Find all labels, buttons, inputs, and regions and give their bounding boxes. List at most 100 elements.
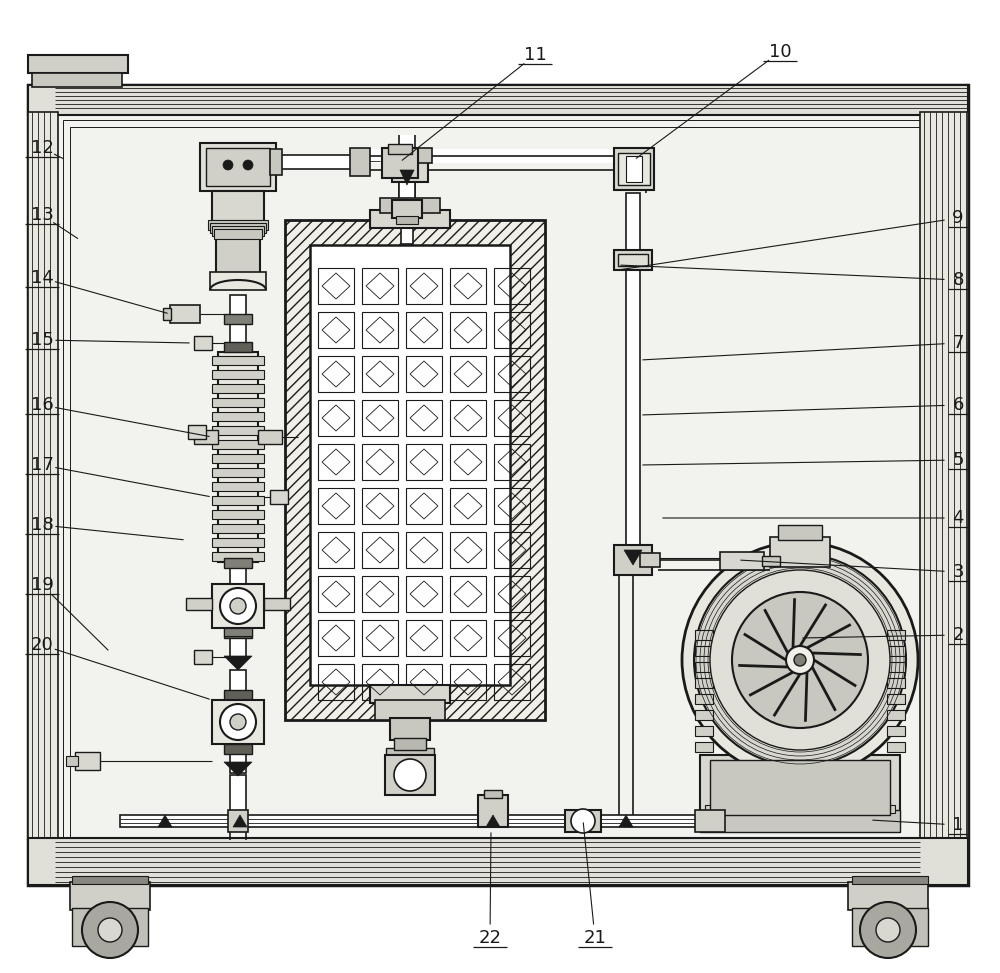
Bar (390, 718, 430, 740)
Bar (206, 148, 270, 186)
Bar (618, 156, 646, 170)
Bar (887, 694, 905, 704)
Circle shape (230, 714, 246, 730)
Text: 12: 12 (31, 139, 53, 157)
Bar (212, 538, 264, 547)
Circle shape (710, 570, 890, 750)
Circle shape (732, 592, 868, 728)
Bar (700, 755, 900, 820)
Bar (450, 356, 486, 392)
Text: 20: 20 (31, 636, 53, 654)
Bar (212, 398, 264, 407)
Bar (887, 726, 905, 736)
Bar (382, 148, 418, 178)
Bar (618, 254, 648, 266)
Bar (406, 532, 442, 568)
Bar (212, 384, 264, 393)
Bar (212, 468, 264, 477)
Bar (450, 532, 486, 568)
Bar (406, 488, 442, 524)
Bar (66, 756, 78, 766)
Text: 19: 19 (31, 576, 53, 594)
Circle shape (220, 588, 256, 624)
Text: 5: 5 (952, 451, 964, 469)
Text: 21: 21 (584, 929, 606, 947)
Bar (375, 700, 445, 720)
Bar (208, 220, 268, 230)
Bar (28, 55, 128, 73)
Bar (626, 193, 640, 573)
Bar (318, 356, 354, 392)
Bar (318, 488, 354, 524)
Bar (318, 312, 354, 348)
Bar (362, 444, 398, 480)
Bar (406, 444, 442, 480)
Bar (230, 323, 246, 343)
Bar (406, 664, 442, 700)
Text: 11: 11 (524, 46, 546, 64)
Bar (362, 620, 398, 656)
Bar (406, 356, 442, 392)
Bar (695, 810, 725, 832)
Bar (484, 790, 502, 798)
Bar (28, 838, 968, 885)
Bar (392, 160, 428, 182)
Bar (318, 620, 354, 656)
Bar (887, 710, 905, 720)
Bar (494, 620, 530, 656)
Bar (695, 694, 713, 704)
Bar (770, 537, 830, 567)
Bar (887, 630, 905, 640)
Polygon shape (576, 815, 590, 827)
Bar (224, 314, 252, 324)
Bar (614, 148, 654, 190)
Circle shape (794, 654, 806, 666)
Bar (494, 444, 530, 480)
Bar (194, 336, 212, 350)
Bar (778, 525, 822, 540)
Circle shape (243, 160, 253, 170)
Bar (406, 576, 442, 612)
Bar (626, 156, 642, 182)
Circle shape (694, 554, 906, 766)
Bar (72, 908, 148, 946)
Bar (212, 510, 264, 519)
Bar (186, 598, 212, 610)
Bar (494, 664, 530, 700)
Bar (188, 425, 206, 439)
Bar (370, 210, 450, 228)
Circle shape (394, 759, 426, 791)
Bar (285, 220, 545, 720)
Bar (230, 670, 246, 692)
Text: 16: 16 (31, 396, 53, 414)
Bar (406, 620, 442, 656)
Bar (200, 143, 276, 191)
Bar (450, 488, 486, 524)
Circle shape (220, 704, 256, 740)
Bar (63, 120, 933, 850)
Bar (212, 454, 264, 463)
Bar (392, 200, 422, 218)
Bar (618, 153, 650, 185)
Bar (494, 268, 530, 304)
Text: 22: 22 (479, 929, 502, 947)
Bar (406, 268, 442, 304)
Bar (920, 112, 968, 858)
Bar (230, 775, 246, 817)
Bar (450, 312, 486, 348)
Circle shape (82, 902, 138, 958)
Text: 17: 17 (31, 456, 53, 474)
Bar (120, 815, 850, 827)
Circle shape (786, 646, 814, 674)
Bar (370, 685, 450, 703)
Bar (385, 755, 435, 795)
Bar (396, 216, 418, 224)
Bar (318, 664, 354, 700)
Bar (695, 630, 713, 640)
Bar (406, 312, 442, 348)
Bar (619, 156, 639, 168)
Text: 3: 3 (952, 563, 964, 581)
Bar (494, 400, 530, 436)
Text: 14: 14 (31, 269, 53, 287)
Circle shape (860, 902, 916, 958)
